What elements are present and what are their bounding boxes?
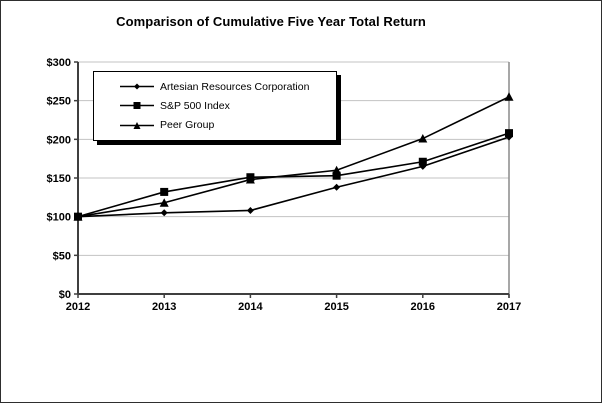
legend-item: S&P 500 Index <box>120 100 336 112</box>
y-axis-tick-label: $50 <box>53 250 71 262</box>
legend-item-label: S&P 500 Index <box>160 99 230 112</box>
x-axis-tick-label: 2014 <box>238 301 263 313</box>
square-marker-icon <box>418 157 427 166</box>
x-axis-tick-label: 2015 <box>324 301 348 313</box>
chart-title: Comparison of Cumulative Five Year Total… <box>116 14 426 29</box>
legend-item-label: Peer Group <box>160 119 215 132</box>
legend-item-label: Artesian Resources Corporation <box>160 80 310 93</box>
y-axis-tick-label: $300 <box>47 57 71 69</box>
diamond-marker-icon <box>160 209 168 217</box>
triangle-marker-icon <box>159 198 169 207</box>
y-axis-tick-label: $100 <box>47 212 71 224</box>
series-line-1 <box>77 136 510 218</box>
x-axis-tick-label: 2012 <box>66 301 90 313</box>
x-axis-tick-label: 2013 <box>152 301 176 313</box>
y-axis-tick-label: $250 <box>47 96 71 108</box>
square-marker-icon <box>74 212 82 221</box>
triangle-marker-icon <box>120 121 154 129</box>
triangle-marker-icon <box>418 134 428 143</box>
diamond-marker-icon <box>333 183 341 191</box>
series-line-3 <box>77 96 510 218</box>
square-marker-icon <box>120 102 154 110</box>
x-axis-tick-label: 2017 <box>497 301 521 313</box>
legend-item: Peer Group <box>120 119 336 131</box>
square-marker-icon <box>160 187 169 196</box>
square-marker-icon <box>332 171 341 180</box>
y-axis-tick-label: $200 <box>47 134 71 146</box>
legend-item: Artesian Resources Corporation <box>120 81 336 93</box>
series-line-2 <box>77 132 510 218</box>
diamond-marker-icon <box>246 206 254 214</box>
legend: Artesian Resources Corporation S&P 500 In… <box>93 71 337 141</box>
x-axis-tick-label: 2016 <box>411 301 435 313</box>
square-marker-icon <box>505 129 513 138</box>
square-marker-icon <box>246 173 255 182</box>
diamond-marker-icon <box>120 83 154 90</box>
triangle-marker-icon <box>504 92 514 101</box>
y-axis-tick-label: $150 <box>47 173 71 185</box>
y-axis-tick-label: $0 <box>59 289 71 301</box>
